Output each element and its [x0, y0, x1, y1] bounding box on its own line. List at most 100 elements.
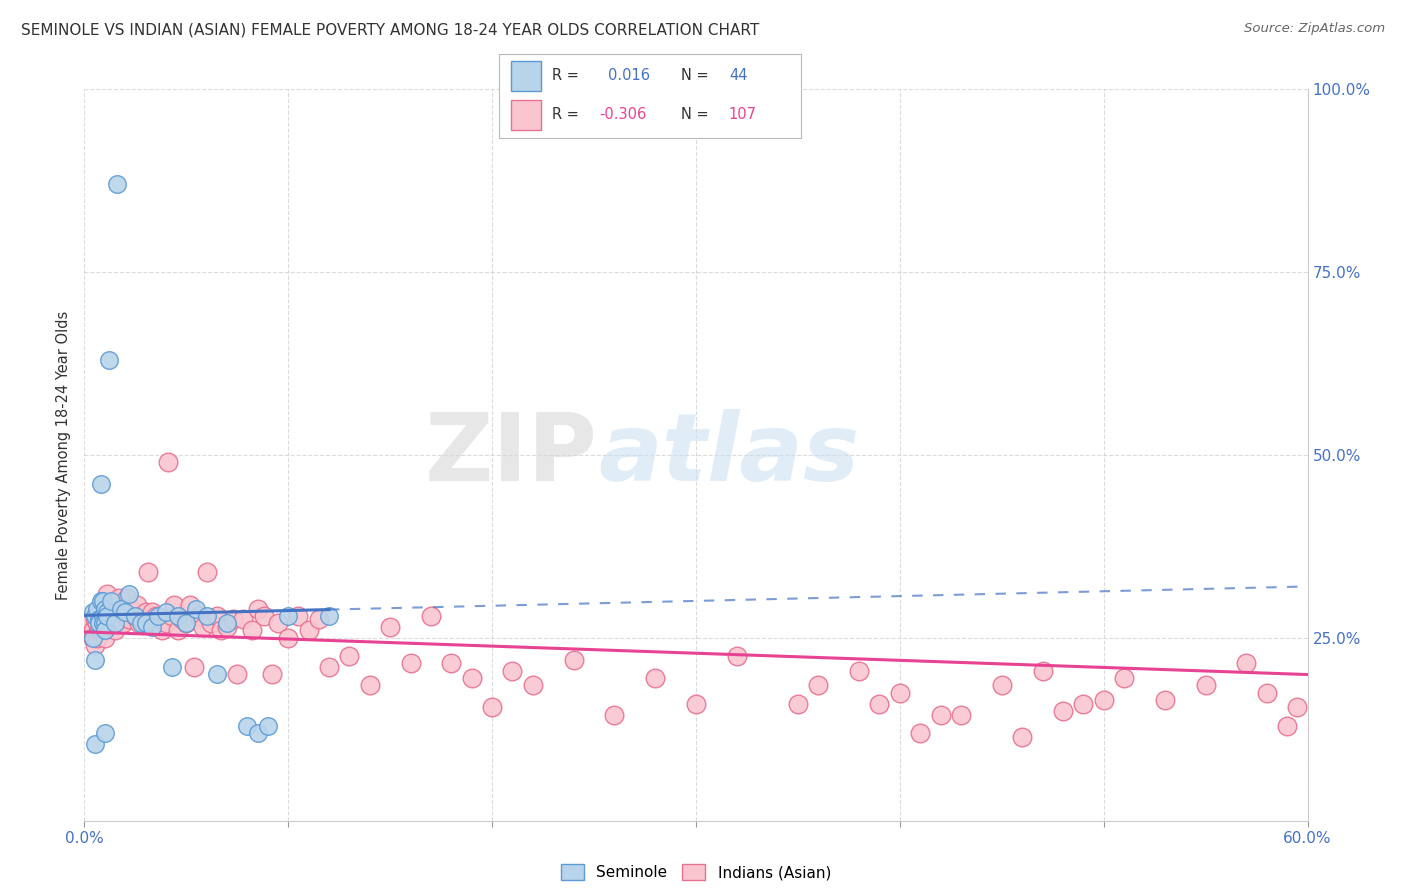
- Point: [83, 737, 105, 751]
- Point: [90, 594, 112, 608]
- Text: N =: N =: [681, 68, 709, 83]
- Point: [86, 631, 108, 645]
- Point: [91, 613, 114, 627]
- Point: [217, 620, 239, 634]
- Point: [156, 455, 179, 469]
- Point: [135, 616, 157, 631]
- Point: [91, 605, 114, 619]
- Point: [131, 616, 153, 631]
- Point: [217, 616, 239, 631]
- Point: [104, 624, 127, 638]
- Point: [481, 700, 503, 714]
- Point: [82, 631, 104, 645]
- Point: [90, 477, 112, 491]
- Point: [461, 671, 484, 685]
- Point: [1195, 678, 1218, 692]
- Point: [420, 608, 443, 623]
- Point: [110, 601, 132, 615]
- Point: [90, 616, 112, 631]
- Point: [287, 608, 309, 623]
- Point: [191, 620, 214, 634]
- Point: [163, 598, 186, 612]
- Text: 0.016: 0.016: [607, 68, 650, 83]
- Point: [93, 726, 117, 740]
- Point: [246, 726, 269, 740]
- Point: [502, 664, 524, 678]
- Point: [96, 608, 118, 623]
- Point: [86, 601, 108, 615]
- Point: [120, 601, 142, 615]
- Point: [253, 608, 276, 623]
- Point: [910, 726, 932, 740]
- Point: [1052, 704, 1074, 718]
- Point: [82, 605, 104, 619]
- Point: [889, 686, 911, 700]
- Point: [176, 616, 198, 631]
- Point: [91, 594, 114, 608]
- Text: R =: R =: [553, 107, 579, 122]
- Point: [112, 616, 135, 631]
- Point: [205, 667, 228, 681]
- Point: [82, 631, 104, 645]
- Point: [136, 565, 159, 579]
- Text: N =: N =: [681, 107, 709, 122]
- Point: [179, 598, 201, 612]
- Point: [1011, 730, 1033, 744]
- Text: R =: R =: [553, 68, 579, 83]
- Point: [100, 598, 122, 612]
- Point: [118, 613, 141, 627]
- Point: [1277, 718, 1299, 732]
- Point: [128, 616, 150, 631]
- Point: [1073, 697, 1095, 711]
- Point: [131, 613, 153, 627]
- Point: [603, 707, 626, 722]
- Point: [1236, 657, 1258, 671]
- Point: [146, 608, 169, 623]
- Point: [82, 624, 104, 638]
- Point: [183, 660, 205, 674]
- Point: [440, 657, 463, 671]
- Point: [104, 616, 127, 631]
- Point: [101, 608, 124, 623]
- Point: [83, 653, 105, 667]
- Point: [155, 605, 177, 619]
- Point: [200, 616, 222, 631]
- Point: [260, 667, 283, 681]
- Point: [145, 608, 167, 623]
- Point: [848, 664, 870, 678]
- Point: [195, 565, 218, 579]
- Text: Source: ZipAtlas.com: Source: ZipAtlas.com: [1244, 22, 1385, 36]
- Point: [93, 631, 117, 645]
- Text: -0.306: -0.306: [599, 107, 647, 122]
- Legend: Seminole, Indians (Asian): Seminole, Indians (Asian): [555, 858, 837, 886]
- Text: 44: 44: [728, 68, 748, 83]
- Point: [725, 649, 748, 664]
- Point: [257, 718, 280, 732]
- Point: [644, 671, 666, 685]
- Text: atlas: atlas: [598, 409, 859, 501]
- Point: [267, 616, 290, 631]
- Point: [205, 608, 228, 623]
- Point: [97, 352, 120, 367]
- Point: [209, 624, 232, 638]
- Point: [93, 601, 117, 615]
- Y-axis label: Female Poverty Among 18-24 Year Olds: Female Poverty Among 18-24 Year Olds: [56, 310, 72, 599]
- Point: [685, 697, 707, 711]
- Point: [380, 620, 402, 634]
- Point: [127, 598, 149, 612]
- Point: [141, 605, 163, 619]
- Point: [155, 616, 177, 631]
- Point: [124, 608, 146, 623]
- FancyBboxPatch shape: [512, 62, 541, 91]
- Point: [232, 613, 254, 627]
- Point: [277, 608, 299, 623]
- Point: [100, 594, 122, 608]
- Point: [176, 616, 198, 631]
- Point: [114, 605, 136, 619]
- Point: [138, 616, 160, 631]
- Point: [146, 613, 169, 627]
- Point: [236, 718, 259, 732]
- Point: [96, 608, 118, 623]
- Point: [318, 660, 340, 674]
- Point: [86, 616, 108, 631]
